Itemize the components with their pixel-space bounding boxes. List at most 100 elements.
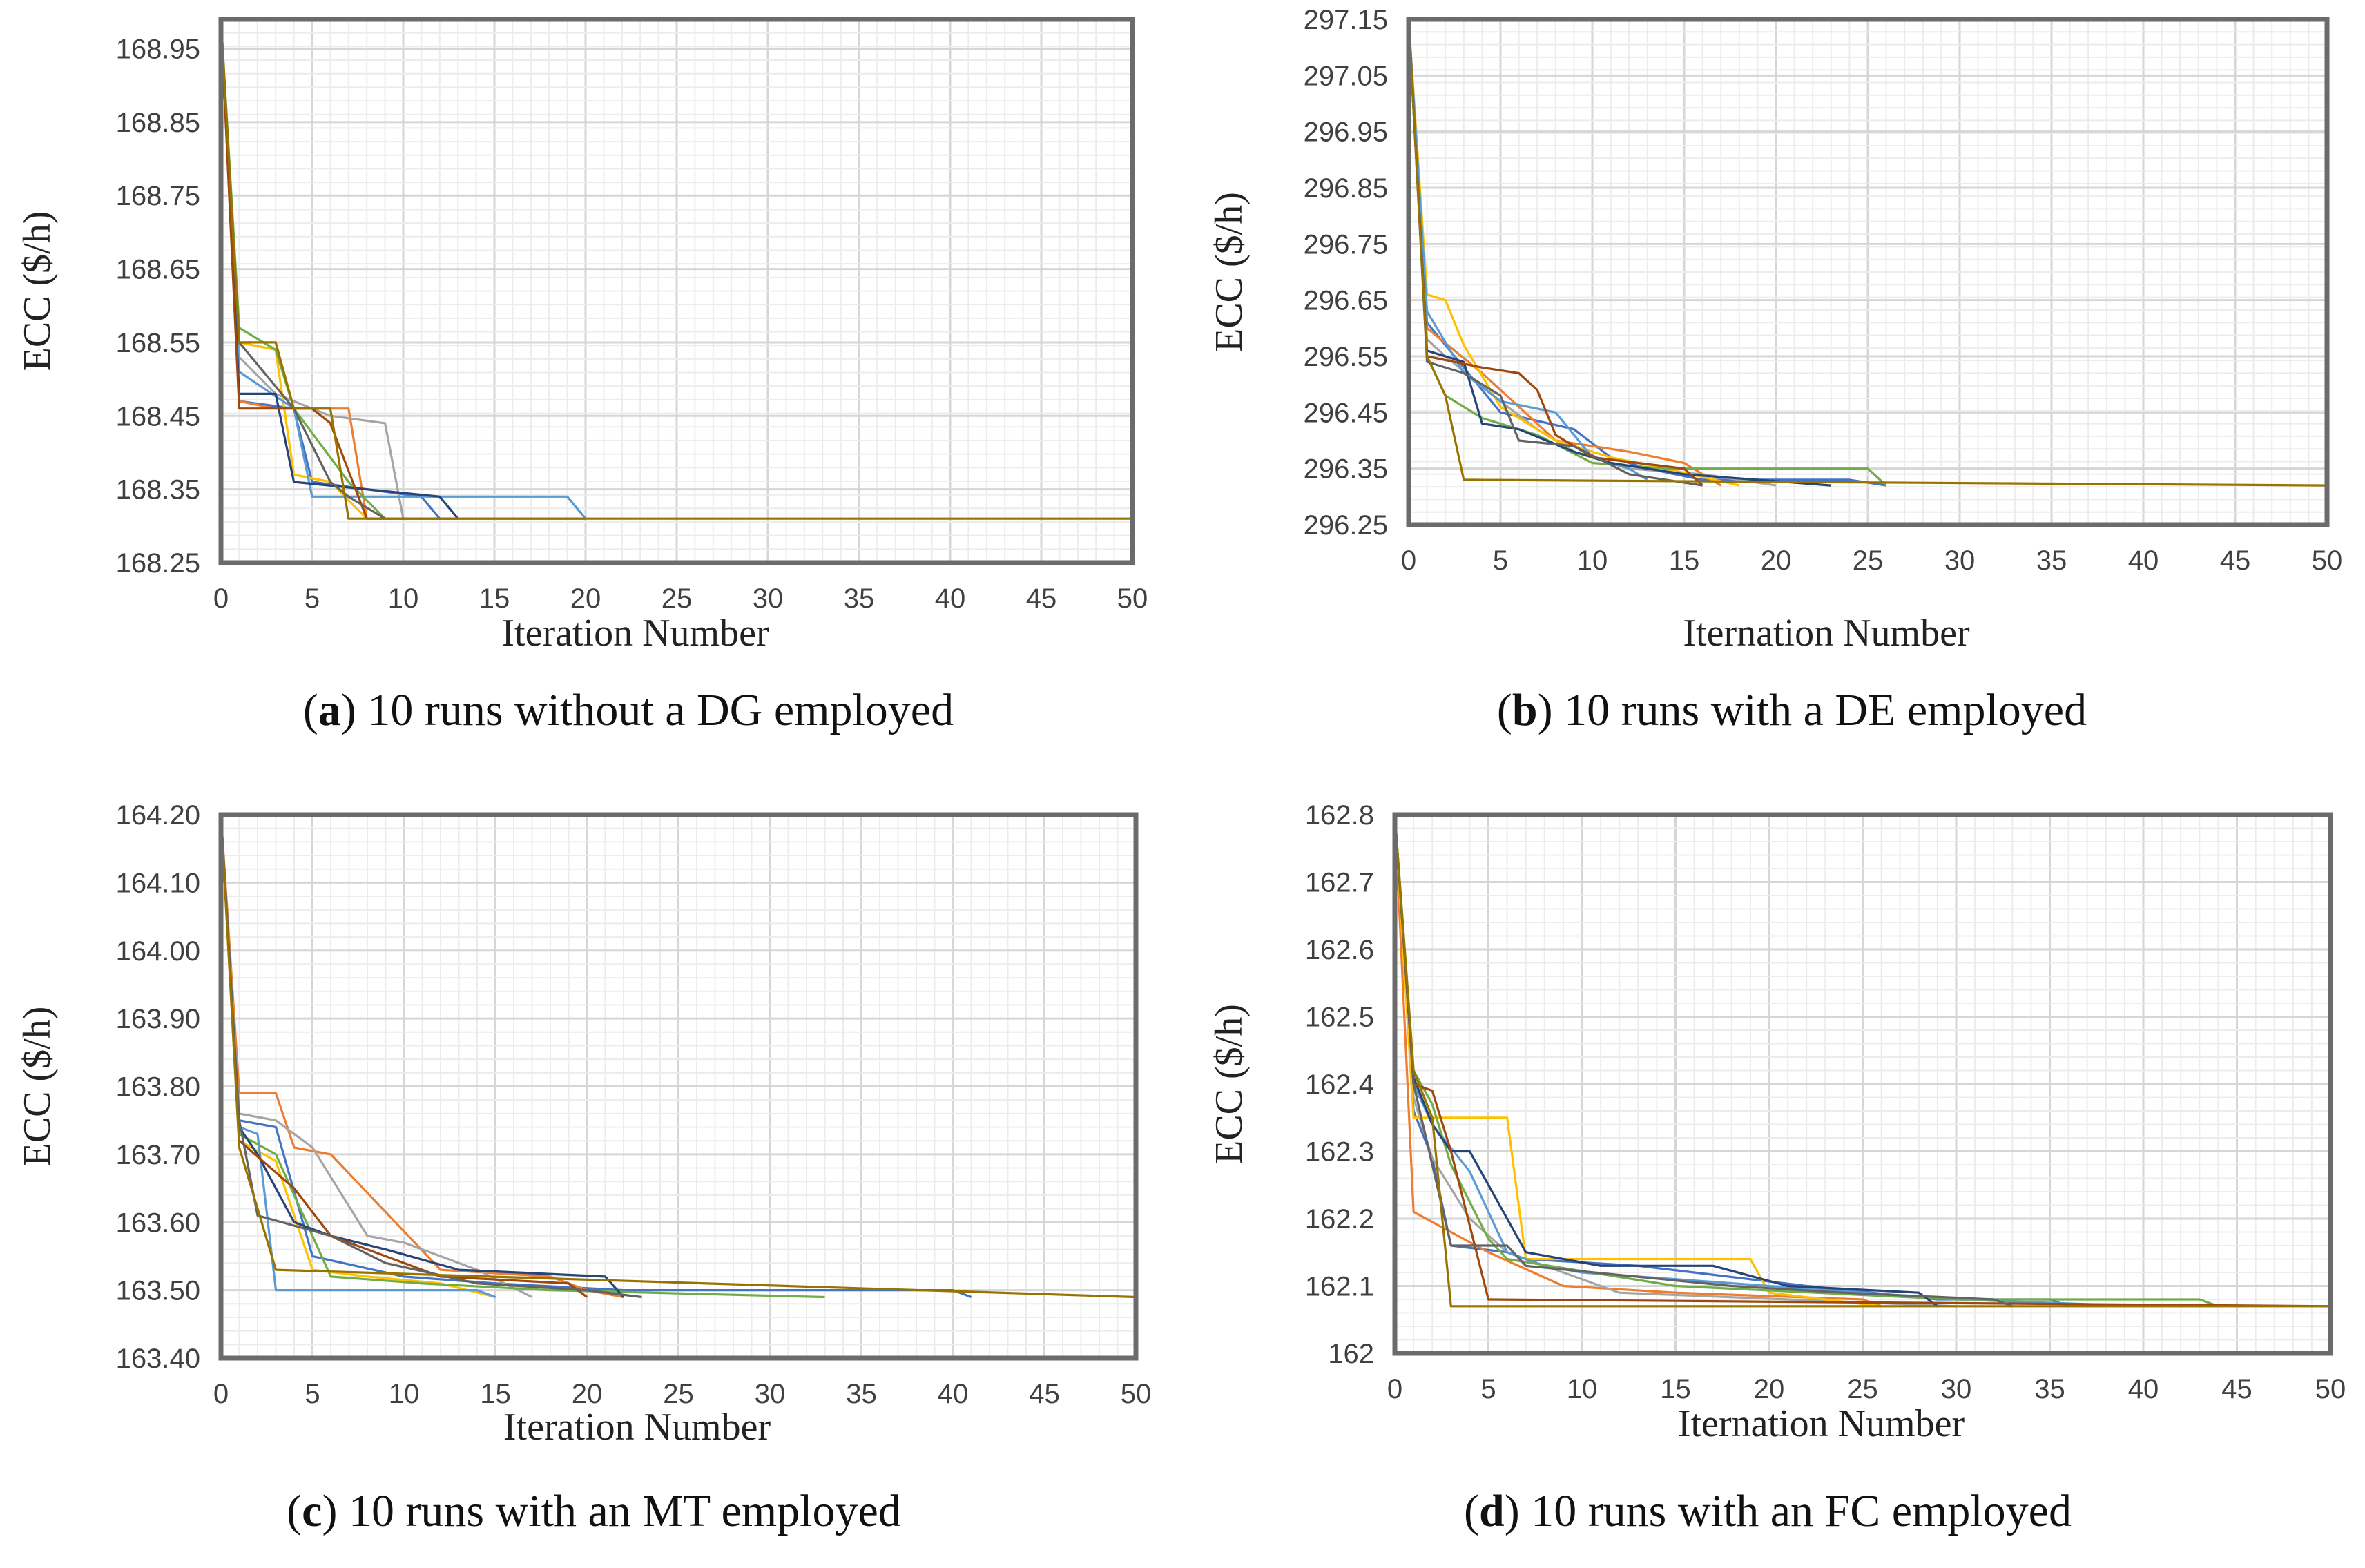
caption-paren-close: ) [1538, 685, 1553, 735]
x-tick-label: 45 [1026, 583, 1057, 614]
x-tick-label: 45 [2220, 545, 2251, 576]
y-axis-title: ECC ($/h) [16, 211, 59, 371]
x-tick-label: 5 [1493, 545, 1508, 576]
y-tick-label: 297.05 [1304, 61, 1388, 91]
x-tick-label: 35 [846, 1379, 877, 1409]
y-tick-label: 163.60 [116, 1208, 200, 1238]
panel-caption: (a) 10 runs without a DG employed [303, 685, 954, 735]
chart-panel-b: 0 5 10 15 20 25 30 35 40 45 50 297.15 297.05 296.95 29… [1208, 5, 2342, 735]
x-axis-title: Iternation Number [1678, 1402, 1965, 1445]
x-tick-label: 50 [1121, 1379, 1152, 1409]
caption-text: 10 runs with an FC employed [1520, 1486, 2072, 1536]
x-tick-label: 20 [1754, 1374, 1785, 1404]
y-tick-label: 162.5 [1305, 1003, 1374, 1033]
series-line-run-10 [220, 19, 1132, 520]
caption-paren-open: ( [303, 685, 318, 735]
x-tick-label: 40 [2128, 1374, 2159, 1404]
y-tick-label: 163.90 [116, 1004, 200, 1034]
x-tick-label: 30 [1944, 545, 1976, 576]
x-tick-label: 25 [663, 1379, 694, 1409]
x-tick-label: 45 [2221, 1374, 2252, 1404]
x-tick-label: 50 [2312, 545, 2343, 576]
y-tick-label: 168.75 [116, 181, 200, 211]
x-tick-label: 10 [388, 583, 419, 614]
plot-frame [218, 17, 1135, 565]
chart-panel-d: 0 5 10 15 20 25 30 35 40 45 50 162.8 162.7 162.6 162.5… [1208, 800, 2346, 1536]
series-line-run-8 [1407, 19, 1703, 487]
series-line-run-5 [1393, 814, 2144, 1308]
series-line-run-10 [220, 814, 1137, 1299]
x-tick-label: 0 [1387, 1374, 1402, 1404]
x-axis-title: Iternation Number [1683, 612, 1970, 655]
y-tick-label: 163.80 [116, 1072, 200, 1103]
x-tick-label: 30 [1941, 1374, 1972, 1404]
series-line-run-10 [1393, 814, 2330, 1308]
y-tick-label: 162.8 [1305, 800, 1374, 831]
plot-frame [1392, 812, 2333, 1356]
caption-paren-close: ) [341, 685, 356, 735]
y-tick-label: 162.4 [1305, 1069, 1374, 1100]
x-tick-label: 50 [2315, 1374, 2346, 1404]
caption-letter: a [318, 685, 341, 735]
y-tick-label: 296.75 [1304, 229, 1388, 260]
series-line-run-1 [1407, 19, 1886, 487]
series-line-run-9 [1407, 19, 1703, 487]
y-tick-label: 168.25 [116, 548, 200, 579]
x-tick-label: 0 [213, 1379, 229, 1409]
y-axis-title: ECC ($/h) [1208, 192, 1251, 352]
series-line-run-9 [1393, 814, 2013, 1308]
y-tick-label: 296.65 [1304, 286, 1388, 316]
x-tick-label: 35 [2036, 545, 2067, 576]
panel-caption: (b) 10 runs with a DE employed [1497, 685, 2087, 735]
x-tick-label: 30 [755, 1379, 786, 1409]
x-tick-label: 5 [1480, 1374, 1496, 1404]
caption-text: 10 runs with an MT employed [337, 1486, 900, 1536]
y-tick-label: 162.2 [1305, 1204, 1374, 1235]
y-tick-label: 162.3 [1305, 1137, 1374, 1168]
y-tick-label: 297.15 [1304, 5, 1388, 35]
x-tick-label: 0 [213, 583, 229, 614]
x-tick-label: 25 [662, 583, 693, 614]
series-line-run-7 [1407, 19, 1831, 487]
y-tick-label: 164.10 [116, 868, 200, 898]
panel-caption: (d) 10 runs with an FC employed [1464, 1486, 2072, 1536]
caption-text: 10 runs without a DG employed [356, 685, 954, 735]
y-tick-label: 296.55 [1304, 342, 1388, 372]
y-tick-label: 168.55 [116, 328, 200, 358]
x-tick-label: 40 [938, 1379, 969, 1409]
caption-letter: d [1479, 1486, 1505, 1536]
x-tick-label: 15 [1660, 1374, 1691, 1404]
x-axis-title: Iteration Number [501, 612, 769, 655]
y-tick-label: 164.20 [116, 800, 200, 831]
y-tick-label: 168.45 [116, 401, 200, 432]
x-tick-label: 25 [1847, 1374, 1878, 1404]
y-tick-label: 168.85 [116, 108, 200, 138]
y-tick-label: 168.65 [116, 255, 200, 285]
x-axis-title: Iteration Number [503, 1406, 771, 1449]
x-tick-label: 35 [2034, 1374, 2065, 1404]
y-tick-label: 296.85 [1304, 173, 1388, 204]
caption-paren-open: ( [287, 1486, 302, 1536]
y-tick-label: 296.35 [1304, 454, 1388, 485]
caption-paren-open: ( [1497, 685, 1512, 735]
y-axis-title: ECC ($/h) [16, 1007, 59, 1167]
y-tick-label: 296.45 [1304, 398, 1388, 428]
y-tick-label: 162.1 [1305, 1272, 1374, 1302]
caption-paren-open: ( [1464, 1486, 1479, 1536]
y-tick-label: 162 [1328, 1339, 1374, 1369]
x-tick-label: 15 [1669, 545, 1700, 576]
series-line-run-1 [220, 814, 972, 1298]
caption-letter: c [302, 1486, 322, 1536]
gridlines [220, 813, 1137, 1359]
x-tick-label: 10 [1567, 1374, 1598, 1404]
caption-paren-close: ) [322, 1486, 337, 1536]
panel-caption: (c) 10 runs with an MT employed [287, 1486, 901, 1536]
plot-frame [218, 812, 1139, 1361]
series-line-run-2 [220, 814, 624, 1299]
x-tick-label: 15 [480, 1379, 511, 1409]
x-tick-label: 45 [1029, 1379, 1060, 1409]
series-line-run-2 [1393, 814, 1882, 1308]
y-tick-label: 164.00 [116, 936, 200, 967]
chart-panel-a: 0 5 10 15 20 25 30 35 40 45 50 168.95 168.85 168.75 16… [16, 17, 1148, 735]
